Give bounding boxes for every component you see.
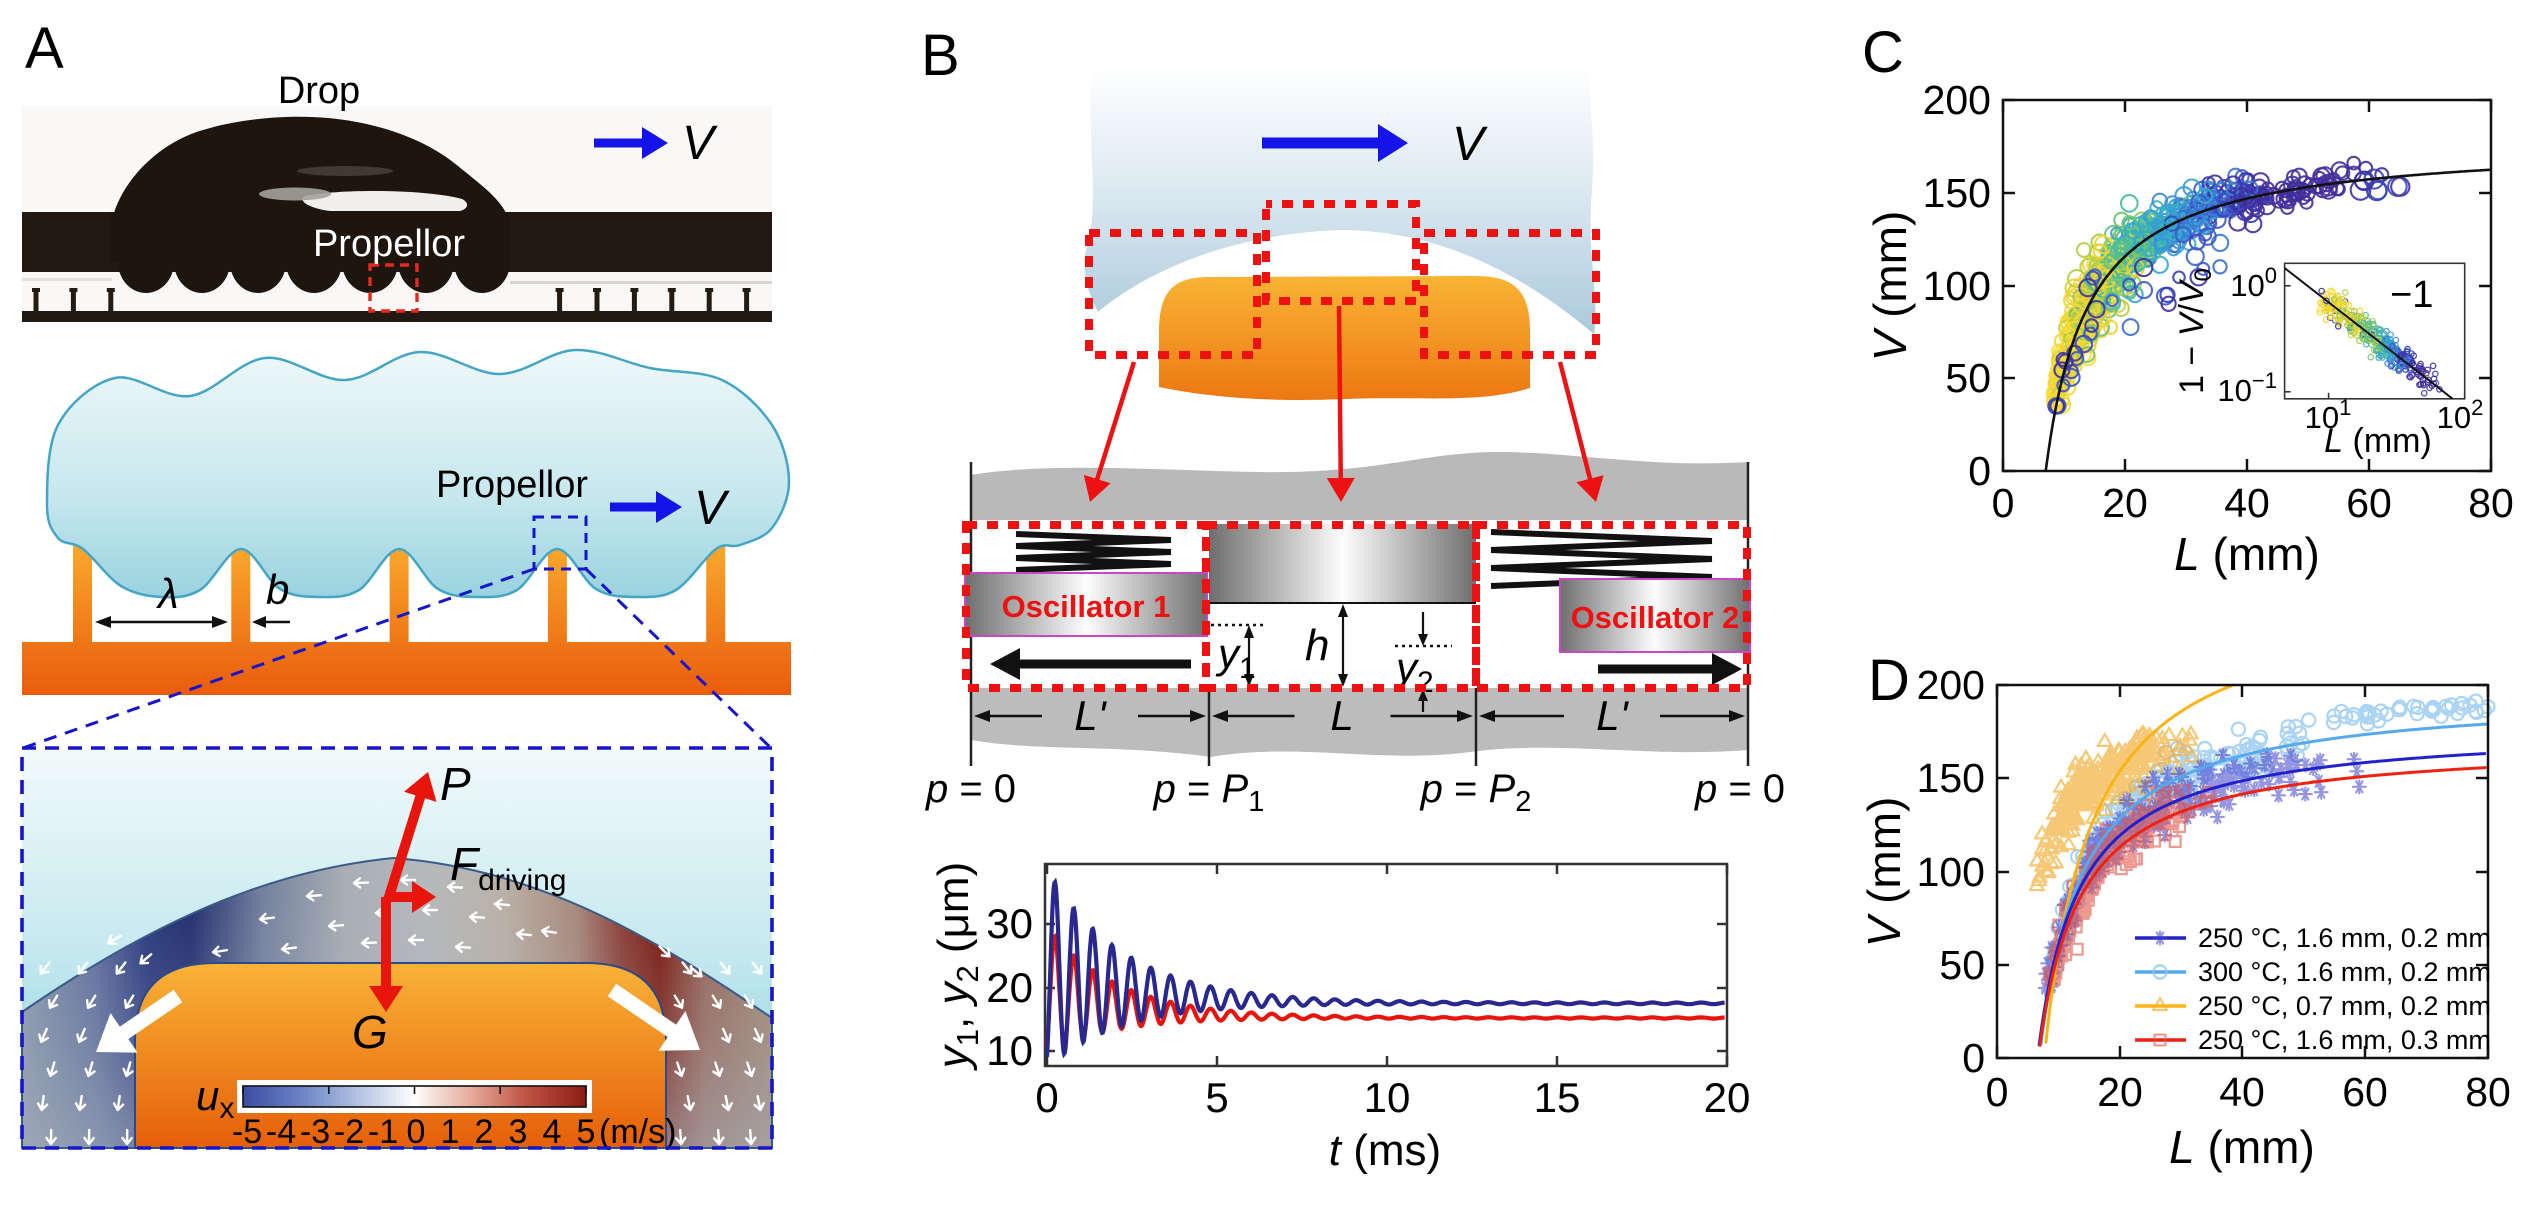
svg-text:20: 20 [2097,1069,2143,1115]
svg-text:250 °C, 1.6 mm, 0.3 mm: 250 °C, 1.6 mm, 0.3 mm [2198,1025,2491,1055]
svg-text:L': L' [1074,692,1107,739]
svg-text:(m/s): (m/s) [599,1113,676,1151]
svg-text:200: 200 [1923,77,1991,123]
svg-text:-5: -5 [232,1113,262,1151]
svg-text:250 °C, 0.7 mm, 0.2 mm: 250 °C, 0.7 mm, 0.2 mm [2198,991,2491,1021]
svg-text:p = P1: p = P1 [1153,767,1265,818]
svg-text:0: 0 [1968,448,1991,494]
svg-text:10: 10 [986,1027,1033,1074]
svg-text:V (mm): V (mm) [1864,211,1916,362]
svg-text:p = 0: p = 0 [1694,767,1785,811]
svg-text:20: 20 [986,964,1033,1011]
svg-text:250 °C, 1.6 mm, 0.2 mm: 250 °C, 1.6 mm, 0.2 mm [2198,923,2491,953]
svg-text:P: P [440,758,471,810]
svg-text:p = 0: p = 0 [925,767,1016,811]
svg-text:100: 100 [1923,263,1991,309]
svg-text:p = P2: p = P2 [1420,767,1532,818]
svg-text:80: 80 [2468,480,2514,526]
svg-text:40: 40 [2219,1069,2265,1115]
svg-text:A: A [25,16,64,81]
svg-text:150: 150 [1923,170,1991,216]
svg-text:−1: −1 [2390,274,2433,316]
svg-text:50: 50 [1939,942,1985,988]
svg-text:15: 15 [1534,1074,1581,1121]
svg-text:y1, y2 (μm): y1, y2 (μm) [929,862,985,1072]
svg-text:0: 0 [1962,1035,1985,1081]
svg-text:0: 0 [1986,1069,2009,1115]
svg-text:V (mm): V (mm) [1858,797,1910,948]
svg-text:t (ms): t (ms) [1329,1126,1441,1175]
svg-text:L (mm): L (mm) [2169,1121,2315,1173]
svg-text:V: V [694,482,730,535]
svg-text:Drop: Drop [278,70,360,112]
svg-text:b: b [266,566,289,613]
svg-text:150: 150 [1917,755,1985,801]
svg-text:60: 60 [2342,1069,2388,1115]
svg-text:Propellor: Propellor [313,223,465,265]
svg-text:0: 0 [1992,480,2015,526]
svg-text:30: 30 [986,900,1033,947]
svg-text:V: V [1452,118,1488,171]
svg-text:5: 5 [577,1113,596,1151]
svg-text:4: 4 [543,1113,562,1151]
svg-text:20: 20 [1704,1074,1751,1121]
svg-text:1 − V/V0: 1 − V/V0 [2173,268,2217,394]
svg-text:L (mm): L (mm) [2174,528,2320,580]
svg-text:-2: -2 [334,1113,364,1151]
svg-text:2: 2 [475,1113,494,1151]
svg-text:h: h [1305,621,1329,670]
svg-text:20: 20 [2102,480,2148,526]
svg-text:200: 200 [1917,662,1985,708]
svg-text:Oscillator 1: Oscillator 1 [1002,589,1171,624]
svg-text:10: 10 [1364,1074,1411,1121]
svg-text:3: 3 [509,1113,528,1151]
svg-text:D: D [1868,648,1910,713]
svg-text:Oscillator 2: Oscillator 2 [1571,600,1740,635]
svg-text:5: 5 [1205,1074,1228,1121]
svg-text:-1: -1 [368,1113,398,1151]
svg-text:λ: λ [156,570,179,617]
svg-text:V: V [682,117,718,170]
svg-text:G: G [352,1006,388,1058]
svg-text:-3: -3 [300,1113,330,1151]
svg-text:50: 50 [1945,355,1991,401]
svg-text:-4: -4 [266,1113,296,1151]
svg-text:1: 1 [441,1113,460,1151]
svg-text:Propellor: Propellor [436,464,588,506]
svg-text:L (mm): L (mm) [2324,422,2432,460]
svg-text:0: 0 [407,1113,426,1151]
svg-text:100: 100 [1917,849,1985,895]
svg-text:100: 100 [2230,263,2277,303]
svg-text:300 °C, 1.6 mm, 0.2 mm: 300 °C, 1.6 mm, 0.2 mm [2198,957,2491,987]
svg-text:60: 60 [2346,480,2392,526]
svg-text:L': L' [1596,692,1629,739]
svg-text:80: 80 [2465,1069,2511,1115]
svg-text:0: 0 [1035,1074,1058,1121]
svg-text:40: 40 [2224,480,2270,526]
svg-text:L: L [1330,692,1353,739]
svg-text:C: C [1862,20,1904,85]
svg-text:B: B [921,23,960,88]
